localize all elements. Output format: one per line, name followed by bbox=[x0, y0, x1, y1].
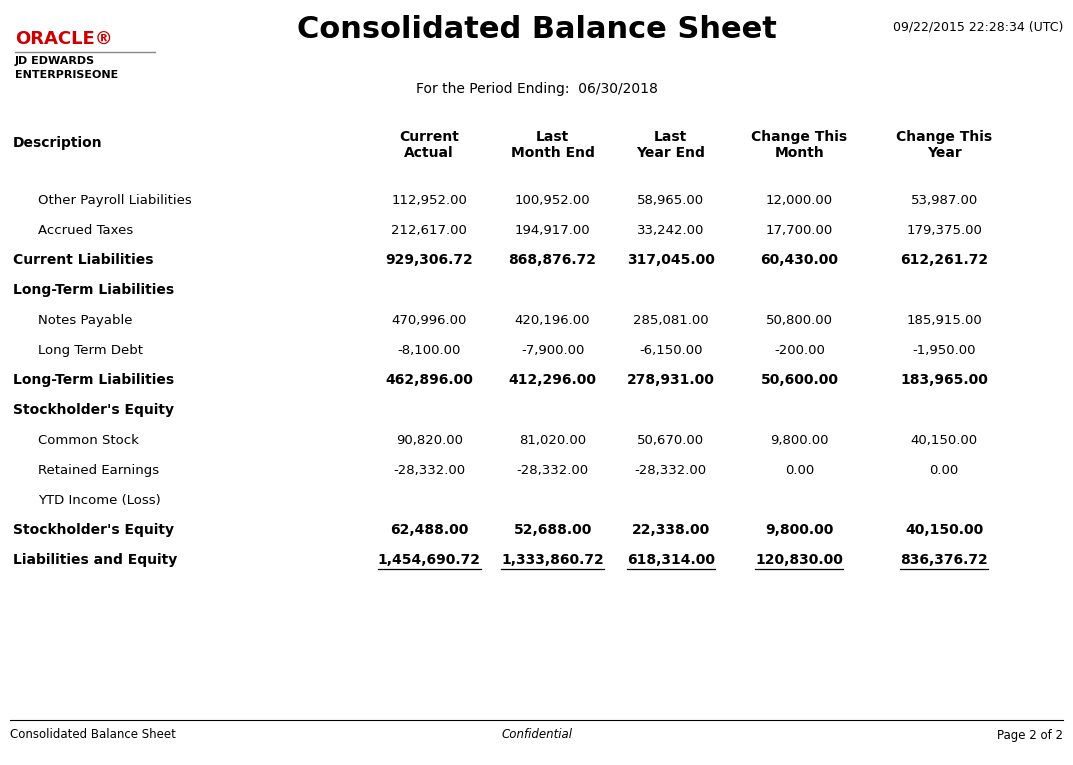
Text: 179,375.00: 179,375.00 bbox=[907, 223, 982, 236]
Text: Last
Year End: Last Year End bbox=[636, 130, 705, 160]
Text: 612,261.72: 612,261.72 bbox=[900, 253, 988, 267]
Text: 53,987.00: 53,987.00 bbox=[911, 194, 978, 207]
Text: 929,306.72: 929,306.72 bbox=[385, 253, 473, 267]
Text: 58,965.00: 58,965.00 bbox=[637, 194, 704, 207]
Text: Common Stock: Common Stock bbox=[38, 434, 138, 447]
Text: Other Payroll Liabilities: Other Payroll Liabilities bbox=[38, 194, 192, 207]
Text: 278,931.00: 278,931.00 bbox=[627, 373, 715, 387]
Text: Long Term Debt: Long Term Debt bbox=[38, 343, 143, 356]
Text: Retained Earnings: Retained Earnings bbox=[38, 464, 159, 477]
Text: Confidential: Confidential bbox=[501, 728, 572, 741]
Text: 1,333,860.72: 1,333,860.72 bbox=[501, 553, 604, 567]
Text: 183,965.00: 183,965.00 bbox=[900, 373, 988, 387]
Text: 12,000.00: 12,000.00 bbox=[766, 194, 833, 207]
Text: JD EDWARDS: JD EDWARDS bbox=[15, 56, 95, 66]
Text: -200.00: -200.00 bbox=[774, 343, 825, 356]
Text: 420,196.00: 420,196.00 bbox=[515, 314, 590, 327]
Text: 470,996.00: 470,996.00 bbox=[392, 314, 467, 327]
Text: 412,296.00: 412,296.00 bbox=[509, 373, 597, 387]
Text: Description: Description bbox=[13, 136, 103, 150]
Text: 120,830.00: 120,830.00 bbox=[755, 553, 843, 567]
Text: Accrued Taxes: Accrued Taxes bbox=[38, 223, 133, 236]
Text: 33,242.00: 33,242.00 bbox=[637, 223, 704, 236]
Text: 9,800.00: 9,800.00 bbox=[770, 434, 828, 447]
Text: 836,376.72: 836,376.72 bbox=[900, 553, 988, 567]
Text: 50,670.00: 50,670.00 bbox=[637, 434, 704, 447]
Text: 90,820.00: 90,820.00 bbox=[396, 434, 462, 447]
Text: 212,617.00: 212,617.00 bbox=[392, 223, 467, 236]
Text: 0.00: 0.00 bbox=[929, 464, 959, 477]
Text: Stockholder's Equity: Stockholder's Equity bbox=[13, 403, 174, 417]
Text: 50,600.00: 50,600.00 bbox=[761, 373, 838, 387]
Text: Liabilities and Equity: Liabilities and Equity bbox=[13, 553, 177, 567]
Text: -28,332.00: -28,332.00 bbox=[634, 464, 707, 477]
Text: 09/22/2015 22:28:34 (UTC): 09/22/2015 22:28:34 (UTC) bbox=[893, 20, 1063, 33]
Text: 868,876.72: 868,876.72 bbox=[509, 253, 597, 267]
Text: 9,800.00: 9,800.00 bbox=[765, 523, 834, 537]
Text: -8,100.00: -8,100.00 bbox=[397, 343, 461, 356]
Text: 317,045.00: 317,045.00 bbox=[627, 253, 715, 267]
Text: 40,150.00: 40,150.00 bbox=[906, 523, 983, 537]
Text: 1,454,690.72: 1,454,690.72 bbox=[378, 553, 481, 567]
Text: ORACLE®: ORACLE® bbox=[15, 30, 113, 48]
Text: 40,150.00: 40,150.00 bbox=[911, 434, 978, 447]
Text: -7,900.00: -7,900.00 bbox=[520, 343, 585, 356]
Text: 81,020.00: 81,020.00 bbox=[519, 434, 586, 447]
Text: 618,314.00: 618,314.00 bbox=[627, 553, 715, 567]
Text: -28,332.00: -28,332.00 bbox=[516, 464, 589, 477]
Text: 62,488.00: 62,488.00 bbox=[389, 523, 469, 537]
Text: 112,952.00: 112,952.00 bbox=[392, 194, 467, 207]
Text: 185,915.00: 185,915.00 bbox=[907, 314, 982, 327]
Text: Current Liabilities: Current Liabilities bbox=[13, 253, 153, 267]
Text: -1,950.00: -1,950.00 bbox=[912, 343, 976, 356]
Text: Consolidated Balance Sheet: Consolidated Balance Sheet bbox=[10, 728, 176, 741]
Text: 52,688.00: 52,688.00 bbox=[513, 523, 592, 537]
Text: 50,800.00: 50,800.00 bbox=[766, 314, 833, 327]
Text: 0.00: 0.00 bbox=[784, 464, 814, 477]
Text: Stockholder's Equity: Stockholder's Equity bbox=[13, 523, 174, 537]
Text: Long-Term Liabilities: Long-Term Liabilities bbox=[13, 373, 174, 387]
Text: For the Period Ending:  06/30/2018: For the Period Ending: 06/30/2018 bbox=[415, 82, 658, 96]
Text: Consolidated Balance Sheet: Consolidated Balance Sheet bbox=[296, 15, 777, 44]
Text: 194,917.00: 194,917.00 bbox=[515, 223, 590, 236]
Text: 60,430.00: 60,430.00 bbox=[761, 253, 838, 267]
Text: 285,081.00: 285,081.00 bbox=[633, 314, 708, 327]
Text: Long-Term Liabilities: Long-Term Liabilities bbox=[13, 283, 174, 297]
Text: 17,700.00: 17,700.00 bbox=[766, 223, 833, 236]
Text: -6,150.00: -6,150.00 bbox=[638, 343, 703, 356]
Text: Change This
Year: Change This Year bbox=[896, 130, 993, 160]
Text: ENTERPRISEONE: ENTERPRISEONE bbox=[15, 70, 118, 80]
Text: 22,338.00: 22,338.00 bbox=[632, 523, 709, 537]
Text: -28,332.00: -28,332.00 bbox=[393, 464, 466, 477]
Text: Notes Payable: Notes Payable bbox=[38, 314, 132, 327]
Text: YTD Income (Loss): YTD Income (Loss) bbox=[38, 493, 161, 506]
Text: Last
Month End: Last Month End bbox=[511, 130, 594, 160]
Text: Page 2 of 2: Page 2 of 2 bbox=[997, 728, 1063, 741]
Text: 100,952.00: 100,952.00 bbox=[515, 194, 590, 207]
Text: 462,896.00: 462,896.00 bbox=[385, 373, 473, 387]
Text: Current
Actual: Current Actual bbox=[399, 130, 459, 160]
Text: Change This
Month: Change This Month bbox=[751, 130, 848, 160]
